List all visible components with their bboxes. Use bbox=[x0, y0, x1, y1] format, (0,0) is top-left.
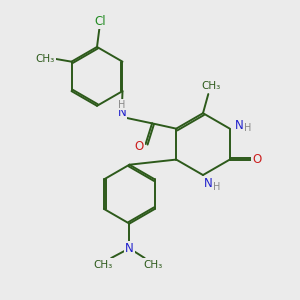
Text: CH₃: CH₃ bbox=[35, 54, 55, 64]
Text: O: O bbox=[134, 140, 144, 153]
Text: H: H bbox=[118, 100, 125, 110]
Text: CH₃: CH₃ bbox=[201, 81, 220, 91]
Text: H: H bbox=[244, 123, 252, 134]
Text: CH₃: CH₃ bbox=[143, 260, 163, 269]
Text: H: H bbox=[213, 182, 221, 192]
Text: N: N bbox=[125, 242, 134, 255]
Text: Cl: Cl bbox=[94, 14, 106, 28]
Text: N: N bbox=[117, 106, 126, 119]
Text: O: O bbox=[253, 153, 262, 166]
Text: N: N bbox=[204, 177, 213, 190]
Text: CH₃: CH₃ bbox=[93, 260, 112, 269]
Text: N: N bbox=[235, 118, 244, 132]
